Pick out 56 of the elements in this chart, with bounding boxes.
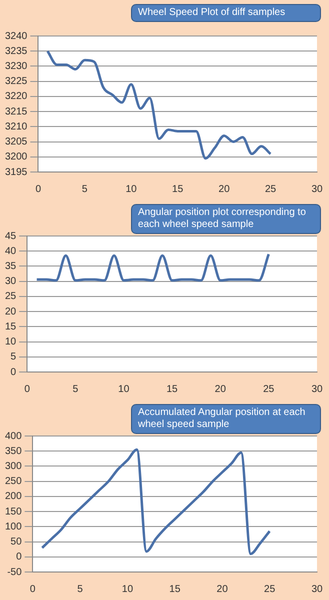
x-tick-label: 25 xyxy=(263,384,275,395)
y-tick-label: 50 xyxy=(10,536,22,548)
y-tick-label: 3230 xyxy=(4,60,28,72)
y-tick-label: -50 xyxy=(7,566,22,578)
line-series xyxy=(40,448,271,556)
x-tick-label: 25 xyxy=(264,584,276,595)
x-tick-label: 20 xyxy=(216,584,228,595)
y-tick-label: 3235 xyxy=(4,46,28,57)
x-tick-label: 15 xyxy=(166,384,178,395)
y-tick-label: 5 xyxy=(10,352,17,363)
x-tick-label: 25 xyxy=(264,184,277,195)
x-tick-label: 10 xyxy=(118,384,130,395)
x-tick-label: 20 xyxy=(218,184,230,195)
text: Wheel Speed Plot of diff samples xyxy=(131,4,321,22)
y-tick-label: 3215 xyxy=(4,106,28,118)
y-tick-label: 400 xyxy=(4,430,22,442)
x-tick-label: 30 xyxy=(311,384,323,395)
y-tick-label: 10 xyxy=(5,336,17,348)
y-tick-label: 0 xyxy=(16,552,22,563)
x-tick-label: 5 xyxy=(72,384,79,395)
y-tick-label: 0 xyxy=(10,366,17,378)
y-tick-label: 15 xyxy=(5,321,17,332)
x-tick-label: 30 xyxy=(311,584,323,595)
y-tick-label: 350 xyxy=(4,446,22,457)
y-tick-label: 45 xyxy=(5,230,17,242)
line-series xyxy=(46,50,272,160)
y-tick-label: 100 xyxy=(4,521,22,532)
y-tick-label: 3210 xyxy=(4,121,28,132)
y-tick-label: 3225 xyxy=(4,76,28,88)
y-tick-label: 20 xyxy=(5,306,17,318)
x-tick-label: 10 xyxy=(122,584,134,595)
y-tick-label: 3240 xyxy=(4,30,28,42)
y-tick-label: 300 xyxy=(4,460,22,472)
text: Accumulated Angular position at each wheel speed sample xyxy=(131,404,321,434)
x-tick-label: 5 xyxy=(77,584,84,595)
y-tick-label: 35 xyxy=(5,260,17,272)
x-tick-label: 15 xyxy=(172,184,184,195)
y-tick-label: 3220 xyxy=(4,91,28,102)
line-series xyxy=(36,252,270,282)
y-tick-label: 150 xyxy=(4,506,22,518)
y-tick-label: 3205 xyxy=(4,136,28,148)
y-tick-label: 3195 xyxy=(4,166,28,178)
y-tick-label: 3200 xyxy=(4,152,28,163)
y-tick-label: 200 xyxy=(4,491,22,502)
x-tick-label: 20 xyxy=(214,384,226,395)
text: Angular position plot corresponding to each wheel speed sample xyxy=(131,204,321,234)
x-tick-label: 0 xyxy=(35,184,42,195)
y-tick-label: 30 xyxy=(5,276,17,288)
x-tick-label: 0 xyxy=(30,584,36,595)
x-tick-label: 30 xyxy=(311,184,323,195)
y-tick-label: 40 xyxy=(5,246,17,257)
x-tick-label: 15 xyxy=(169,584,181,595)
x-tick-label: 5 xyxy=(82,184,88,195)
x-tick-label: 10 xyxy=(126,184,138,195)
y-tick-label: 250 xyxy=(4,476,22,488)
y-tick-label: 25 xyxy=(5,291,17,302)
